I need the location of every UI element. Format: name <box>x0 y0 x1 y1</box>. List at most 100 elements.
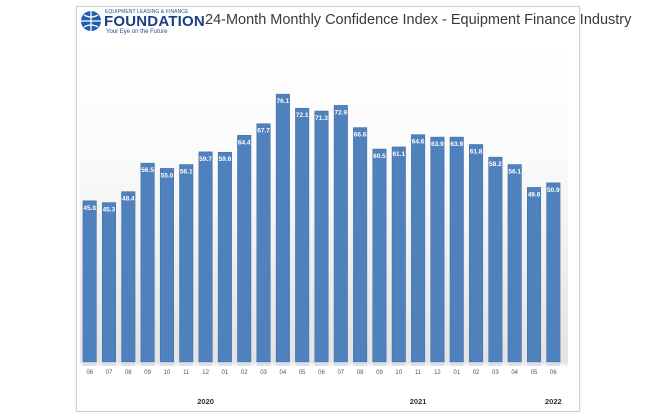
bar-16 <box>391 146 406 363</box>
value-label-22: 56.1 <box>508 169 521 176</box>
value-label-11: 72.1 <box>296 112 309 119</box>
bar-6 <box>198 151 213 363</box>
value-label-19: 63.9 <box>450 141 463 148</box>
value-label-15: 60.5 <box>373 153 386 160</box>
bar-15 <box>372 148 387 363</box>
value-label-4: 55.0 <box>161 172 174 179</box>
bar-reflection-22 <box>507 362 522 366</box>
bar-reflection-9 <box>256 362 271 366</box>
bar-reflection-0 <box>82 362 97 366</box>
bar-11 <box>295 107 310 363</box>
x-tick-label-12: 06 <box>318 370 325 376</box>
value-label-14: 66.6 <box>354 132 367 139</box>
bar-reflection-12 <box>314 362 329 366</box>
bar-4 <box>159 168 174 363</box>
x-tick-label-20: 02 <box>473 370 480 376</box>
x-tick-label-0: 06 <box>86 370 93 376</box>
x-tick-label-14: 08 <box>357 370 364 376</box>
bar-20 <box>469 144 484 363</box>
bar-reflection-8 <box>237 362 251 366</box>
x-tick-label-6: 12 <box>202 370 209 376</box>
x-tick-label-2: 08 <box>125 370 132 376</box>
value-label-21: 58.2 <box>489 161 502 168</box>
x-tick-label-13: 07 <box>337 370 344 376</box>
globe-icon <box>81 11 101 31</box>
value-label-20: 61.8 <box>470 148 483 155</box>
x-tick-label-19: 01 <box>453 370 460 376</box>
x-tick-label-17: 11 <box>415 370 422 376</box>
value-label-2: 48.4 <box>122 196 135 203</box>
bar-21 <box>488 156 503 363</box>
bar-0 <box>82 200 97 363</box>
bar-reflection-17 <box>411 362 425 366</box>
value-label-12: 71.3 <box>315 115 328 122</box>
bar-18 <box>430 136 445 363</box>
bar-reflection-21 <box>488 362 503 366</box>
x-tick-label-15: 09 <box>376 370 383 376</box>
bar-2 <box>121 191 136 363</box>
bar-7 <box>217 151 232 363</box>
x-tick-label-18: 12 <box>434 370 441 376</box>
bar-reflection-20 <box>469 362 483 366</box>
value-label-23: 49.6 <box>528 191 541 198</box>
value-label-0: 45.8 <box>83 205 96 212</box>
bar-reflection-23 <box>527 362 541 366</box>
value-label-10: 76.1 <box>277 98 290 105</box>
value-label-18: 63.9 <box>431 141 444 148</box>
bar-22 <box>507 164 522 363</box>
bar-13 <box>333 105 348 363</box>
x-tick-label-23: 05 <box>531 370 538 376</box>
x-tick-label-9: 03 <box>260 370 267 376</box>
bar-9 <box>256 123 271 363</box>
bar-1 <box>101 202 116 363</box>
chart-title: 24-Month Monthly Confidence Index - Equi… <box>205 12 632 28</box>
bar-reflection-2 <box>121 362 136 366</box>
x-tick-label-11: 05 <box>299 370 306 376</box>
foundation-logo: EQUIPMENT LEASING & FINANCE FOUNDATION Y… <box>80 8 205 36</box>
bar-19 <box>449 136 464 363</box>
logo-main-text: FOUNDATION <box>104 13 205 30</box>
year-label-1: 2021 <box>410 397 427 406</box>
value-label-13: 72.9 <box>334 109 347 116</box>
bar-reflection-10 <box>276 362 290 366</box>
value-label-3: 56.5 <box>141 167 154 174</box>
bar-reflection-4 <box>160 362 174 366</box>
bar-reflection-19 <box>449 362 464 366</box>
x-tick-label-22: 04 <box>511 370 518 376</box>
bar-8 <box>237 135 252 363</box>
bar-24 <box>546 182 561 363</box>
x-tick-label-1: 07 <box>106 370 113 376</box>
value-label-7: 59.6 <box>219 156 232 163</box>
bar-10 <box>275 93 290 363</box>
bar-reflection-5 <box>179 362 194 366</box>
year-label-0: 2020 <box>197 397 214 406</box>
x-tick-label-16: 10 <box>395 370 402 376</box>
bar-reflection-24 <box>546 362 561 366</box>
logo-small-text: EQUIPMENT LEASING & FINANCE <box>105 9 189 15</box>
x-tick-label-3: 09 <box>144 370 151 376</box>
bar-reflection-18 <box>430 362 445 366</box>
value-label-1: 45.3 <box>103 207 116 214</box>
bar-5 <box>179 164 194 363</box>
bar-reflection-7 <box>218 362 232 366</box>
bar-reflection-6 <box>198 362 213 366</box>
x-tick-label-21: 03 <box>492 370 499 376</box>
bar-3 <box>140 162 155 363</box>
year-label-2: 2022 <box>545 397 562 406</box>
bar-12 <box>314 110 329 363</box>
bar-reflection-3 <box>140 362 155 366</box>
value-label-16: 61.1 <box>392 151 405 158</box>
bar-14 <box>353 127 368 363</box>
x-tick-label-8: 02 <box>241 370 248 376</box>
bar-reflection-16 <box>392 362 406 366</box>
logo-tagline: Your Eye on the Future <box>106 29 168 35</box>
x-tick-label-5: 11 <box>183 370 190 376</box>
x-tick-label-24: 06 <box>550 370 557 376</box>
x-tick-label-10: 04 <box>280 370 287 376</box>
bar-reflection-15 <box>372 362 387 366</box>
value-label-17: 64.6 <box>412 139 425 146</box>
value-label-24: 50.9 <box>547 187 560 194</box>
bar-reflection-13 <box>334 362 348 366</box>
x-tick-label-4: 10 <box>164 370 171 376</box>
